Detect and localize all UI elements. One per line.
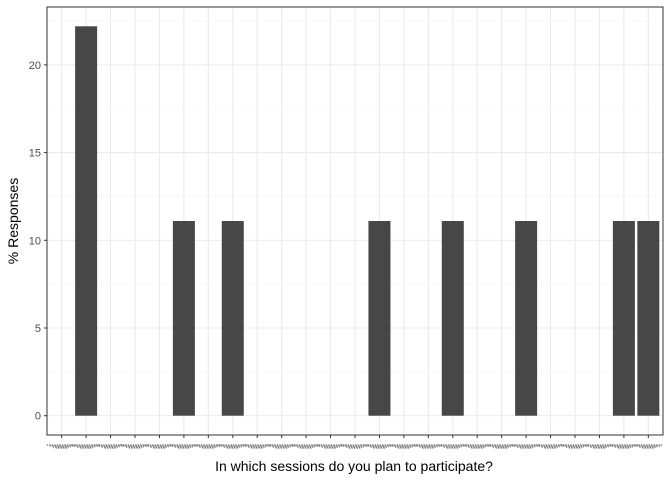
bars [75,26,660,416]
x-axis-title: In which sessions do you plan to partici… [215,458,493,474]
y-axis-title: % Responses [5,178,21,264]
bar [221,221,244,416]
x-tick-label-garbled [633,444,664,449]
bar [172,221,195,416]
bar [75,26,98,416]
bar [515,221,538,416]
x-tick-label-garbled [46,444,77,449]
y-tick-label: 5 [35,323,41,335]
bar [368,221,391,416]
bar [637,221,660,416]
y-axis: 0 5 10 15 20 [29,60,47,423]
y-tick-label: 10 [29,235,41,247]
bar [612,221,635,416]
bar [441,221,464,416]
y-tick-label: 15 [29,148,41,160]
y-tick-label: 0 [35,411,41,423]
y-tick-label: 20 [29,60,41,72]
x-axis [46,435,664,449]
grid-lines [47,7,663,435]
